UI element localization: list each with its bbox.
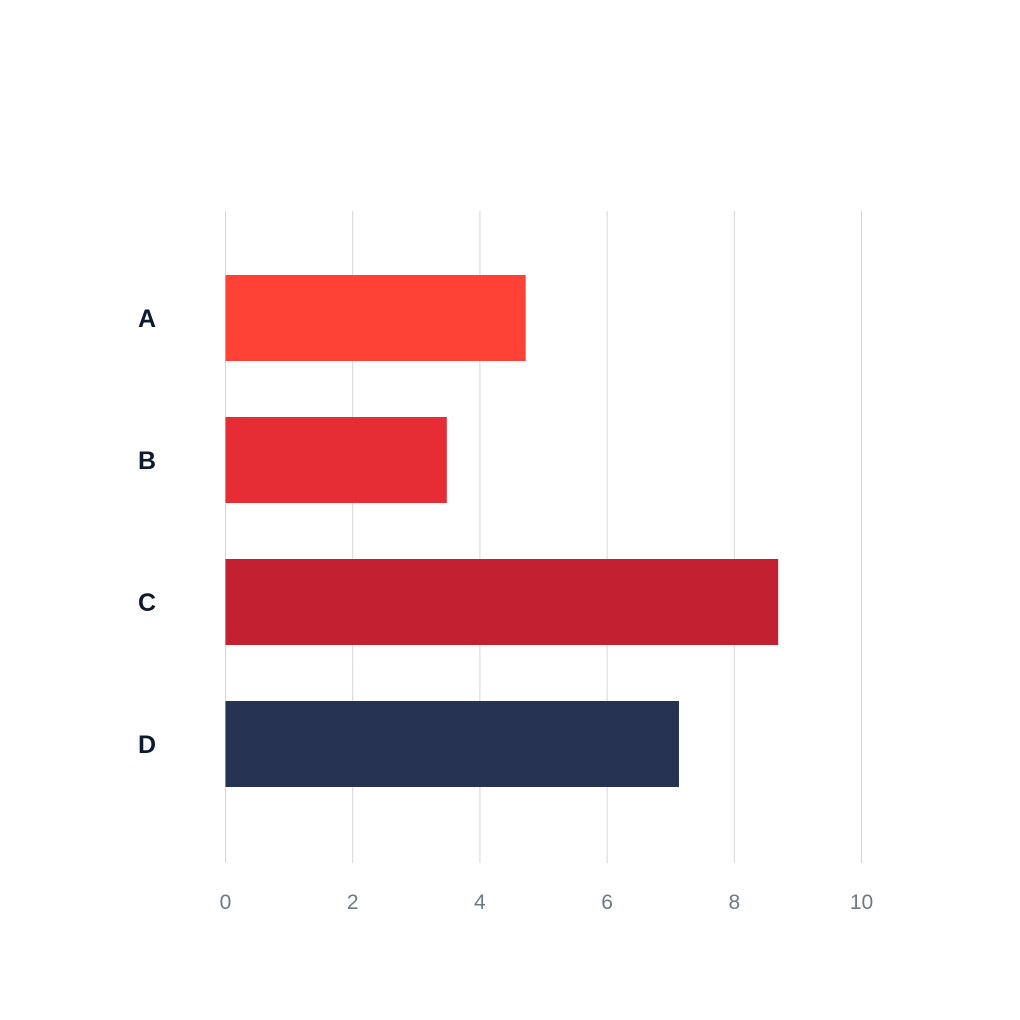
bar-c [225, 559, 779, 645]
bars [225, 275, 779, 787]
category-label-d: D [138, 731, 156, 759]
category-label-b: B [138, 447, 156, 475]
category-label-c: C [138, 589, 156, 617]
category-labels: A B C D [138, 305, 156, 759]
x-tick-label-6: 6 [601, 891, 613, 914]
category-label-a: A [138, 305, 156, 333]
x-tick-label-4: 4 [474, 891, 486, 914]
x-tick-labels: 0 2 4 6 8 10 [220, 891, 874, 914]
bar-a [225, 275, 526, 361]
bar-d [225, 701, 679, 787]
x-tick-label-0: 0 [220, 891, 232, 914]
x-tick-label-8: 8 [728, 891, 740, 914]
bar-b [225, 417, 447, 503]
x-tick-label-2: 2 [347, 891, 359, 914]
x-tick-label-10: 10 [850, 891, 873, 914]
